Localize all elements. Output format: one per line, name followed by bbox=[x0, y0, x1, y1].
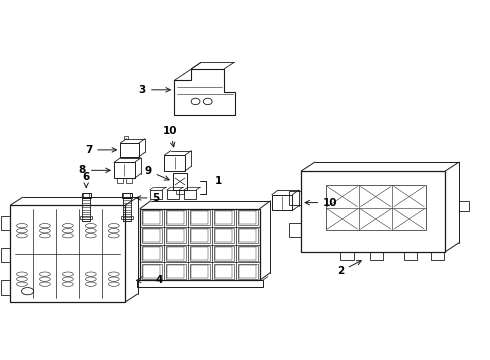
Bar bbox=[239, 211, 256, 224]
Bar bbox=[184, 190, 196, 199]
Bar bbox=[114, 162, 135, 178]
Bar bbox=[167, 265, 184, 278]
Bar bbox=[0, 280, 10, 295]
Bar bbox=[140, 209, 260, 280]
Bar bbox=[239, 229, 256, 242]
Text: 4: 4 bbox=[137, 275, 163, 285]
Text: 10: 10 bbox=[305, 198, 338, 208]
Bar bbox=[404, 252, 417, 260]
Bar bbox=[166, 210, 186, 225]
Bar bbox=[172, 173, 187, 190]
Bar bbox=[190, 264, 210, 279]
Bar bbox=[289, 191, 301, 205]
Bar bbox=[167, 190, 179, 199]
Bar bbox=[122, 193, 132, 198]
Bar bbox=[10, 205, 125, 302]
Text: 1: 1 bbox=[215, 176, 221, 186]
Text: 2: 2 bbox=[337, 261, 361, 276]
Bar bbox=[340, 252, 354, 260]
Bar bbox=[326, 185, 426, 230]
Text: 7: 7 bbox=[85, 145, 117, 155]
Bar bbox=[142, 246, 162, 261]
Bar bbox=[190, 246, 210, 261]
Bar bbox=[214, 264, 234, 279]
Bar bbox=[238, 210, 258, 225]
Text: 6: 6 bbox=[83, 172, 90, 188]
Bar bbox=[191, 229, 208, 242]
Bar bbox=[191, 211, 208, 224]
Bar bbox=[238, 246, 258, 261]
Bar bbox=[166, 228, 186, 243]
Bar bbox=[0, 216, 10, 230]
Bar bbox=[117, 178, 123, 183]
Bar bbox=[190, 210, 210, 225]
Bar bbox=[191, 247, 208, 260]
Bar bbox=[215, 247, 232, 260]
Bar bbox=[239, 247, 256, 260]
Bar bbox=[175, 190, 184, 194]
Text: 5: 5 bbox=[137, 193, 160, 203]
Bar bbox=[431, 252, 444, 260]
Bar bbox=[123, 198, 131, 221]
Bar bbox=[369, 252, 383, 260]
Bar bbox=[289, 223, 301, 237]
Bar bbox=[167, 211, 184, 224]
Bar bbox=[238, 228, 258, 243]
Bar bbox=[126, 178, 132, 183]
Bar bbox=[121, 216, 133, 220]
Bar bbox=[215, 229, 232, 242]
Bar bbox=[164, 155, 185, 171]
Bar bbox=[144, 247, 160, 260]
Bar bbox=[214, 210, 234, 225]
Bar bbox=[142, 228, 162, 243]
Bar bbox=[272, 195, 293, 211]
Bar bbox=[124, 136, 128, 139]
Bar bbox=[214, 228, 234, 243]
Bar bbox=[459, 201, 469, 211]
Bar bbox=[238, 264, 258, 279]
Text: 9: 9 bbox=[145, 166, 169, 180]
Bar bbox=[137, 280, 263, 287]
Bar bbox=[144, 211, 160, 224]
Bar bbox=[82, 198, 90, 221]
Bar bbox=[80, 216, 92, 220]
Bar bbox=[167, 247, 184, 260]
Text: 3: 3 bbox=[139, 85, 171, 95]
Bar bbox=[82, 193, 91, 198]
Bar bbox=[214, 246, 234, 261]
Bar bbox=[167, 229, 184, 242]
Bar bbox=[144, 229, 160, 242]
Bar bbox=[144, 265, 160, 278]
Bar bbox=[166, 246, 186, 261]
Bar bbox=[142, 210, 162, 225]
Text: 10: 10 bbox=[163, 126, 177, 147]
Bar bbox=[142, 264, 162, 279]
Bar bbox=[191, 265, 208, 278]
Bar bbox=[150, 190, 162, 199]
Bar bbox=[239, 265, 256, 278]
Text: 8: 8 bbox=[79, 165, 110, 175]
Bar bbox=[166, 264, 186, 279]
Bar bbox=[215, 265, 232, 278]
Bar bbox=[301, 171, 445, 252]
Bar bbox=[121, 143, 139, 157]
Bar bbox=[215, 211, 232, 224]
Bar bbox=[190, 228, 210, 243]
Bar bbox=[0, 248, 10, 262]
